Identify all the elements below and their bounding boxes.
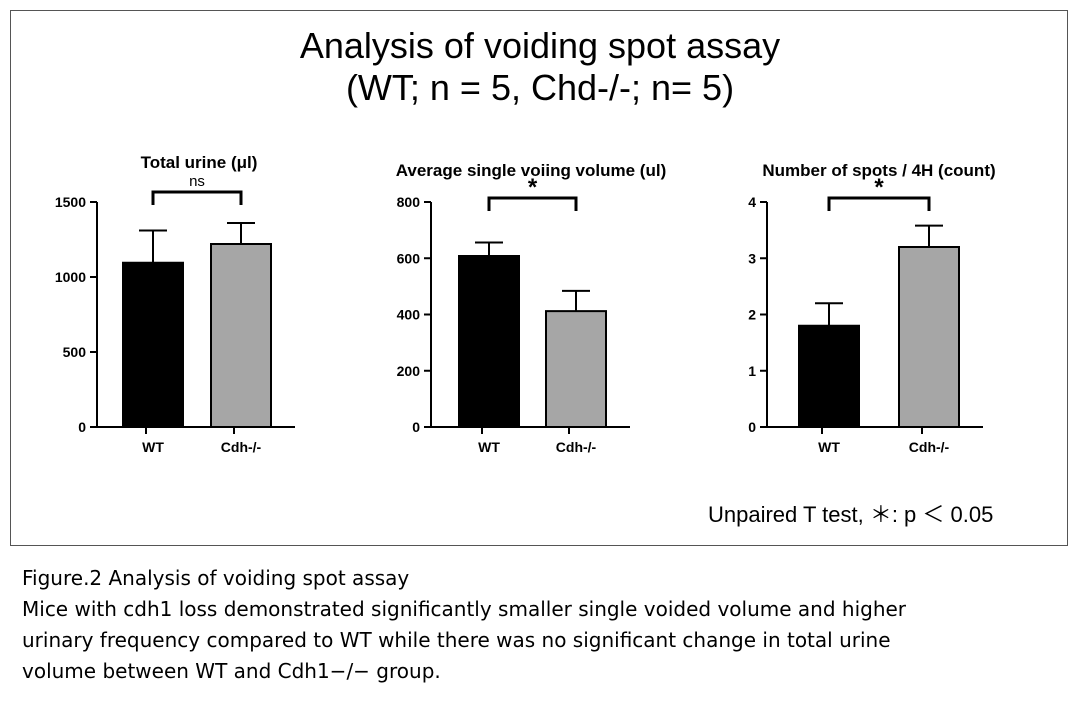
chart2-category-label-0: WT: [478, 439, 500, 455]
chart3-bar-cdh: [898, 246, 960, 428]
chart1-category-label-1: Cdh-/-: [221, 439, 262, 455]
chart2-bar-wt: [458, 255, 520, 428]
chart3-significance-bracket: [827, 196, 931, 211]
chart2-title: Average single voiing volume (ul): [396, 161, 666, 180]
chart2-y-tick-label-0: 0: [412, 419, 420, 435]
chart3-title: Number of spots / 4H (count): [762, 161, 995, 180]
chart3-y-tick-label-2: 2: [748, 307, 756, 323]
chart3-bar-wt: [798, 324, 860, 428]
chart3-y-tick-label-1: 1: [748, 363, 756, 379]
chart1-bar-cdh: [210, 243, 272, 428]
chart3-category-label-1: Cdh-/-: [909, 439, 950, 455]
chart2-bar-cdh: [545, 310, 607, 428]
figure-frame: Analysis of voiding spot assay (WT; n = …: [10, 10, 1068, 546]
caption-title: Figure.2 Analysis of voiding spot assay: [22, 566, 410, 590]
figure-title-line1: Analysis of voiding spot assay: [299, 25, 781, 66]
caption-line-2: urinary frequency compared to WT while t…: [22, 628, 891, 652]
chart3-category-label-0: WT: [818, 439, 840, 455]
chart3-y-tick-label-0: 0: [748, 419, 756, 435]
bar-charts: Total urine (μl) 0 500 1000 1500 WT Cdh-/- ns Av…: [55, 153, 996, 455]
chart2-y-tick-label-3: 600: [397, 250, 421, 266]
chart1-significance-label: ns: [189, 173, 205, 190]
chart2-y-tick-label-1: 200: [397, 363, 421, 379]
chart1-bar-wt: [122, 261, 184, 428]
chart1-category-label-0: WT: [142, 439, 164, 455]
figure-title: Analysis of voiding spot assay (WT; n = …: [11, 25, 1069, 109]
chart3-y-tick-label-4: 4: [748, 194, 756, 210]
chart2-y-tick-label-2: 400: [397, 307, 421, 323]
chart2-significance-label: *: [528, 174, 538, 201]
chart3-significance-label: *: [874, 174, 884, 201]
figure-caption: Figure.2 Analysis of voiding spot assay …: [22, 563, 906, 687]
chart1-y-tick-label-0: 0: [78, 419, 86, 435]
chart1-significance-bracket: [151, 190, 243, 205]
chart2-significance-bracket: [487, 196, 578, 211]
chart2-y-tick-label-4: 800: [397, 194, 421, 210]
caption-line-1: Mice with cdh1 loss demonstrated signifi…: [22, 597, 907, 621]
statistics-note: Unpaired T test, ＊: p ＜ 0.05: [708, 502, 994, 527]
caption-line-3: volume between WT and Cdh1−/− group.: [22, 659, 441, 683]
chart1-title: Total urine (μl): [141, 153, 258, 172]
chart1-y-tick-label-2: 1000: [55, 269, 86, 285]
chart2-category-label-1: Cdh-/-: [556, 439, 597, 455]
chart1-y-tick-label-3: 1500: [55, 194, 86, 210]
chart1-y-tick-label-1: 500: [63, 344, 87, 360]
chart3-y-tick-label-3: 3: [748, 250, 756, 266]
figure-title-line2: (WT; n = 5, Chd-/-; n= 5): [345, 67, 735, 108]
